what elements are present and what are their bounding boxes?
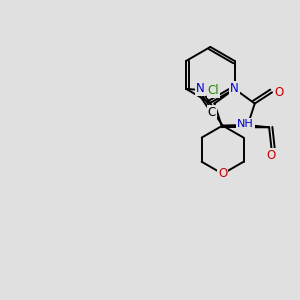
- Text: Cl: Cl: [208, 84, 219, 97]
- Text: N: N: [230, 82, 239, 95]
- Text: O: O: [218, 167, 227, 180]
- Text: C: C: [208, 106, 216, 119]
- Text: N: N: [196, 82, 205, 95]
- Text: NH: NH: [237, 119, 254, 129]
- Text: O: O: [267, 149, 276, 162]
- Text: O: O: [274, 86, 283, 99]
